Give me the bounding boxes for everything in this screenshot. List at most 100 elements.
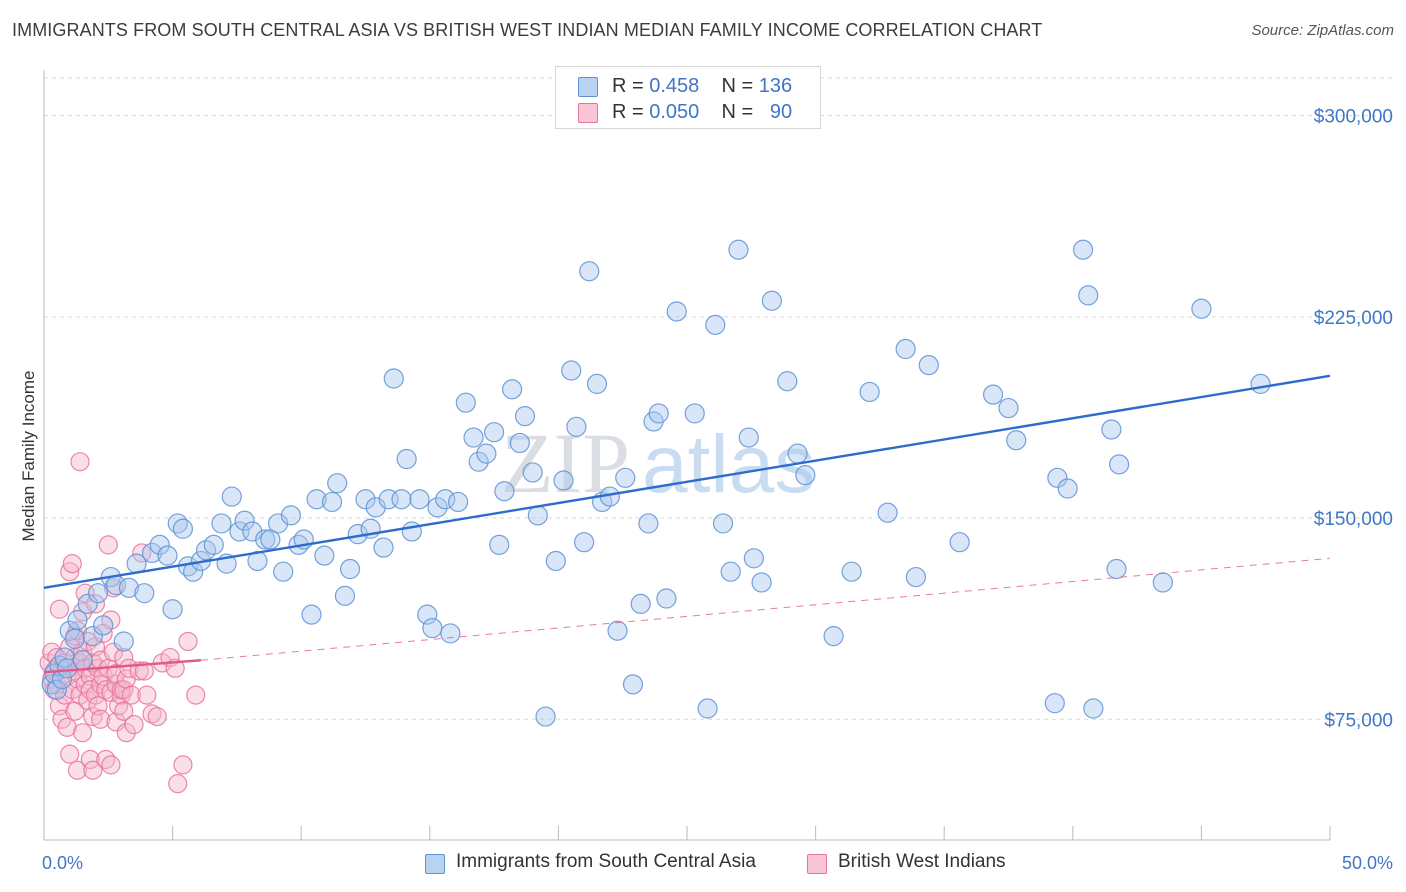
point-british-west-indians	[121, 685, 142, 705]
point-south-central-asia	[586, 373, 608, 395]
point-british-west-indians	[186, 685, 206, 705]
point-south-central-asia	[509, 432, 530, 454]
point-south-central-asia	[1047, 467, 1068, 488]
point-south-central-asia	[656, 588, 677, 609]
point-south-central-asia	[314, 545, 335, 566]
point-south-central-asia	[113, 631, 134, 652]
point-south-central-asia	[221, 486, 242, 507]
point-south-central-asia	[630, 593, 651, 615]
point-south-central-asia	[468, 451, 489, 472]
legend-n-label: N =	[721, 101, 754, 123]
legend-n-value: 90	[769, 101, 793, 123]
point-south-central-asia	[203, 534, 224, 555]
point-south-central-asia	[234, 510, 255, 531]
point-south-central-asia	[743, 548, 764, 569]
legend-r-label: R =	[612, 75, 644, 97]
point-south-central-asia	[1078, 285, 1099, 306]
point-south-central-asia	[638, 513, 659, 534]
correlation-legend: R = 0.458 N = 136 R = 0.050 N = 90	[555, 66, 821, 129]
point-south-central-asia	[823, 625, 844, 647]
point-south-central-asia	[982, 384, 1004, 405]
point-south-central-asia	[327, 473, 348, 494]
point-south-central-asia	[622, 674, 644, 695]
point-south-central-asia	[321, 491, 343, 513]
point-south-central-asia	[401, 521, 422, 542]
point-south-central-asia	[522, 462, 543, 483]
point-south-central-asia	[738, 427, 759, 448]
point-south-central-asia	[1108, 454, 1130, 475]
point-south-central-asia	[494, 481, 515, 502]
point-south-central-asia	[751, 572, 772, 593]
y-tick-label: $75,000	[1324, 710, 1393, 731]
point-south-central-asia	[455, 392, 476, 413]
point-british-west-indians	[83, 706, 103, 727]
legend-label-british-west-indians: British West Indians	[838, 851, 1006, 872]
point-south-central-asia	[1044, 693, 1065, 714]
point-south-central-asia	[502, 379, 523, 400]
point-south-central-asia	[447, 491, 469, 513]
point-south-central-asia	[417, 604, 438, 625]
point-british-west-indians	[57, 717, 77, 737]
point-british-west-indians	[134, 661, 154, 681]
point-south-central-asia	[949, 532, 970, 553]
legend-n-value: 136	[758, 75, 793, 97]
point-south-central-asia	[141, 542, 163, 564]
point-south-central-asia	[162, 599, 183, 620]
point-south-central-asia	[267, 513, 289, 534]
point-south-central-asia	[905, 566, 927, 588]
series-legend: Immigrants from South Central Asia Briti…	[0, 851, 1406, 879]
point-south-central-asia	[579, 261, 600, 282]
point-british-west-indians	[103, 642, 124, 662]
point-south-central-asia	[87, 583, 109, 604]
point-british-west-indians	[168, 774, 188, 794]
point-south-central-asia	[697, 698, 718, 719]
point-south-central-asia	[211, 513, 232, 534]
point-south-central-asia	[391, 489, 412, 510]
point-south-central-asia	[1250, 373, 1271, 395]
point-south-central-asia	[1191, 298, 1212, 319]
point-south-central-asia	[1152, 572, 1173, 593]
point-british-west-indians	[178, 631, 198, 652]
point-south-central-asia	[684, 403, 705, 424]
trend-line-british-west-indians-extended	[200, 557, 1331, 661]
point-south-central-asia	[51, 668, 73, 690]
point-british-west-indians	[101, 755, 121, 775]
point-south-central-asia	[82, 625, 103, 647]
point-british-west-indians	[96, 749, 116, 770]
point-south-central-asia	[149, 534, 170, 555]
point-south-central-asia	[484, 422, 505, 443]
point-british-west-indians	[70, 452, 90, 472]
point-south-central-asia	[607, 620, 628, 641]
source-credit: Source: ZipAtlas.com	[1251, 22, 1394, 39]
point-south-central-asia	[134, 583, 155, 604]
y-tick-label: $150,000	[1314, 509, 1393, 530]
point-british-west-indians	[142, 704, 162, 724]
point-south-central-asia	[514, 405, 536, 427]
tick-labels: $75,000 $150,000 $225,000 $300,000 0.0% 50.0%	[42, 107, 1393, 873]
point-south-central-asia	[242, 521, 263, 542]
point-south-central-asia	[728, 239, 749, 260]
point-south-central-asia	[383, 368, 404, 389]
point-south-central-asia	[396, 448, 417, 470]
point-south-central-asia	[998, 397, 1019, 419]
point-south-central-asia	[720, 561, 741, 582]
legend-r-value: 0.458	[649, 75, 700, 97]
point-south-central-asia	[157, 545, 178, 566]
point-south-central-asia	[877, 502, 898, 523]
point-south-central-asia	[72, 650, 93, 671]
point-south-central-asia	[427, 497, 448, 518]
point-south-central-asia	[566, 416, 587, 437]
point-south-central-asia	[705, 314, 726, 335]
legend-label-south-central-asia: Immigrants from South Central Asia	[456, 851, 756, 872]
point-south-central-asia	[1101, 419, 1122, 440]
point-south-central-asia	[553, 470, 574, 491]
point-british-west-indians	[114, 701, 134, 721]
point-south-central-asia	[373, 537, 394, 558]
point-south-central-asia	[77, 593, 98, 615]
point-south-central-asia	[67, 609, 88, 631]
point-british-west-indians	[72, 723, 93, 743]
legend-swatch-blue	[425, 854, 445, 874]
point-south-central-asia	[761, 290, 782, 311]
point-south-central-asia	[306, 489, 327, 510]
